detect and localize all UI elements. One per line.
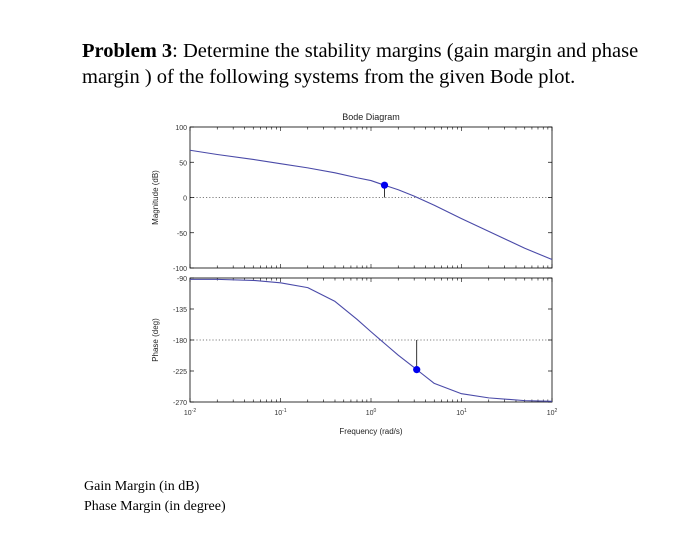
magnitude-y-tick-label: 100 bbox=[175, 125, 187, 132]
x-tick-label: 101 bbox=[456, 408, 467, 417]
magnitude-y-tick-label: -100 bbox=[173, 266, 187, 273]
phase-y-tick-label: -90 bbox=[177, 276, 187, 283]
phase-y-tick-label: -180 bbox=[173, 338, 187, 345]
magnitude-y-tick-label: 50 bbox=[179, 160, 187, 167]
phase-y-tick-label: -135 bbox=[173, 307, 187, 314]
problem-text: : Determine the stability margins (gain … bbox=[82, 40, 639, 88]
magnitude-y-label: Magnitude (dB) bbox=[151, 170, 160, 225]
phase-margin-label: Phase Margin (in degree) bbox=[84, 499, 226, 514]
magnitude-margin-marker bbox=[380, 181, 389, 189]
phase-series-line bbox=[190, 278, 553, 402]
chart-title: Bode Diagram bbox=[342, 112, 400, 122]
gain-margin-label: Gain Margin (in dB) bbox=[84, 479, 200, 494]
phase-y-label: Phase (deg) bbox=[151, 318, 160, 362]
magnitude-y-tick-label: -50 bbox=[177, 231, 187, 238]
problem-statement: Problem 3: Determine the stability margi… bbox=[82, 38, 672, 90]
x-tick-label: 10-2 bbox=[184, 408, 196, 417]
x-axis-label: Frequency (rad/s) bbox=[339, 427, 402, 436]
x-tick-label: 102 bbox=[547, 408, 558, 417]
magnitude-series-line bbox=[189, 149, 553, 261]
answer-section: Gain Margin (in dB) Phase Margin (in deg… bbox=[84, 477, 226, 517]
phase-y-tick-label: -225 bbox=[173, 369, 187, 376]
phase-y-tick-label: -270 bbox=[173, 400, 187, 407]
phase-margin-marker bbox=[413, 366, 421, 374]
x-tick-label: 100 bbox=[366, 408, 377, 417]
problem-label: Problem 3 bbox=[82, 40, 173, 62]
x-tick-label: 10-1 bbox=[274, 408, 286, 417]
magnitude-y-tick-label: 0 bbox=[183, 196, 187, 203]
